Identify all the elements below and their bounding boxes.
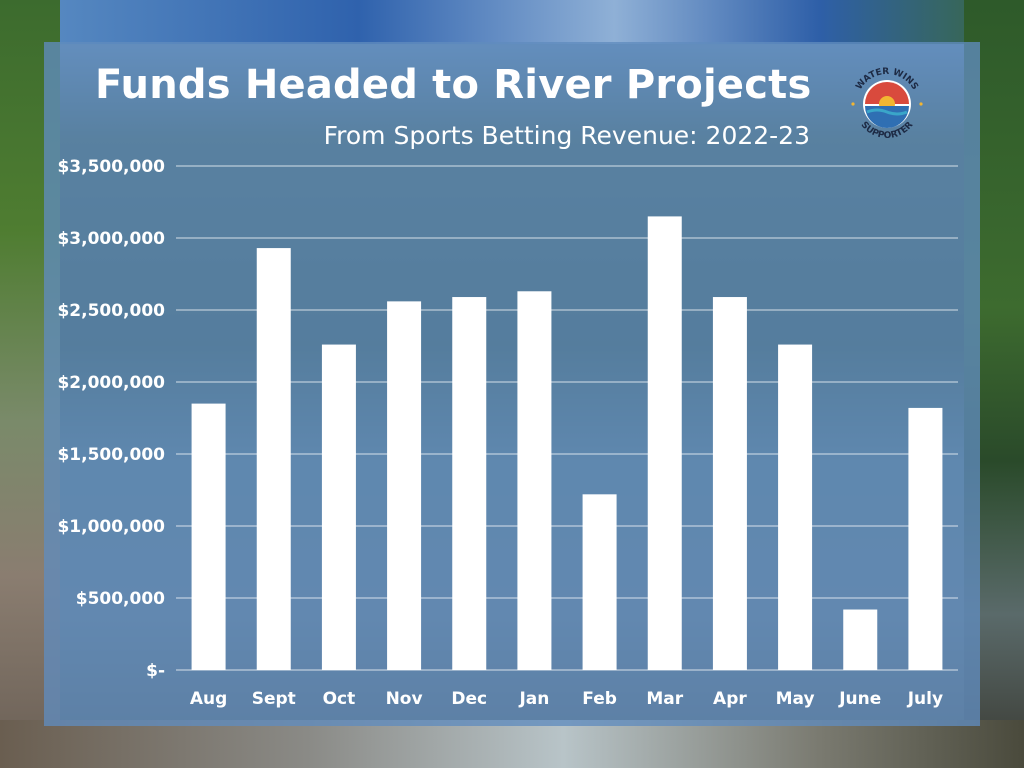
bar-oct: [321, 344, 356, 670]
badge-star-dot: [919, 102, 923, 106]
badge-star-dot: [851, 102, 855, 106]
y-tick-label: $1,000,000: [57, 517, 165, 537]
badge-sun-red: [865, 82, 909, 104]
y-tick-label: $500,000: [76, 589, 165, 609]
bars: [191, 216, 943, 670]
bar-aug: [191, 403, 226, 670]
y-axis-tick-labels: $- $500,000 $1,000,000 $1,500,000 $2,000,000…: [57, 157, 165, 681]
x-category-label: Apr: [713, 689, 747, 709]
y-tick-label: $2,500,000: [57, 301, 165, 321]
bar-apr: [712, 297, 747, 670]
bar-june: [843, 609, 878, 670]
chart-title: Funds Headed to River Projects: [95, 62, 812, 108]
x-category-label: July: [907, 689, 943, 709]
bar-july: [908, 407, 943, 670]
x-category-label: Dec: [451, 689, 487, 709]
x-category-label: Sept: [252, 689, 296, 709]
bar-may: [778, 344, 813, 670]
x-axis-category-labels: Aug Sept Oct Nov Dec Jan Feb Mar Apr May June July: [190, 689, 943, 709]
y-tick-label: $3,000,000: [57, 229, 165, 249]
x-category-label: Oct: [323, 689, 356, 709]
x-category-label: Nov: [386, 689, 423, 709]
bar-dec: [452, 297, 487, 670]
x-category-label: June: [838, 689, 881, 709]
x-category-label: Mar: [646, 689, 683, 709]
background-sky: [0, 0, 1024, 44]
gridlines: [176, 165, 958, 671]
x-category-label: Aug: [190, 689, 227, 709]
bar-feb: [582, 494, 617, 670]
x-category-label: Jan: [518, 689, 549, 709]
y-tick-label: $2,000,000: [57, 373, 165, 393]
bar-sept: [256, 248, 291, 670]
y-tick-label: $3,500,000: [57, 157, 165, 177]
chart-subtitle: From Sports Betting Revenue: 2022-23: [323, 121, 810, 150]
x-category-label: May: [776, 689, 815, 709]
badge-logo-icon: WATER WINS SUPPORTER: [851, 67, 923, 141]
badge-wave: [866, 108, 908, 116]
bar-nov: [387, 301, 422, 670]
x-category-label: Feb: [582, 689, 617, 709]
water-wins-supporter-badge: WATER WINS SUPPORTER: [845, 62, 929, 146]
bar-mar: [647, 216, 682, 670]
bar-jan: [517, 291, 552, 670]
background-river-rocks: [0, 720, 1024, 768]
y-tick-label: $-: [146, 661, 165, 681]
y-tick-label: $1,500,000: [57, 445, 165, 465]
